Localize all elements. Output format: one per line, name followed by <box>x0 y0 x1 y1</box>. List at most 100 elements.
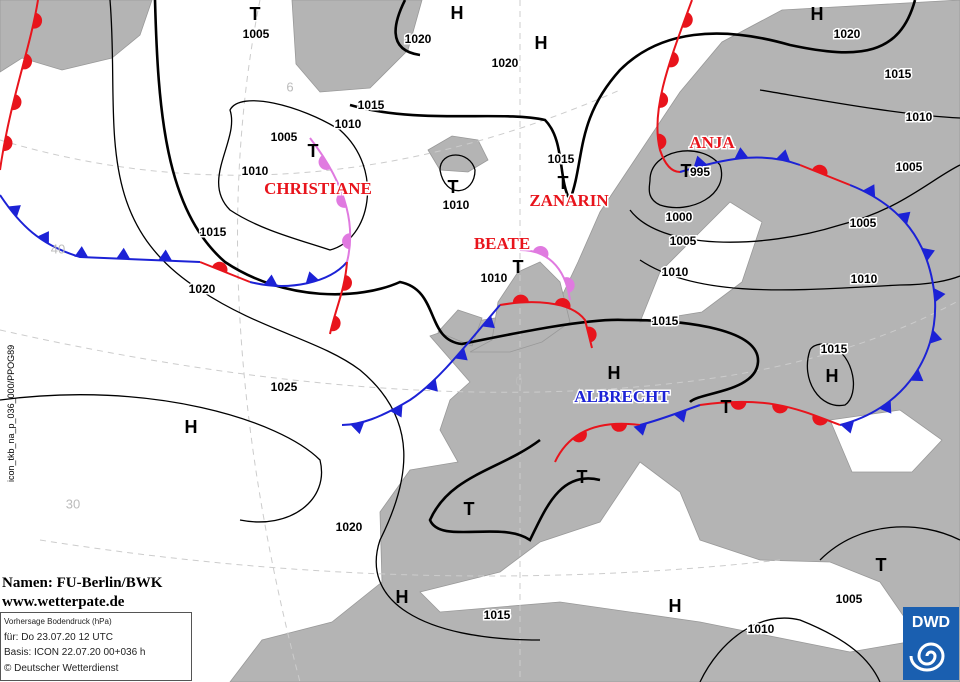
isobar-label: 1005 <box>271 130 298 144</box>
low-center: T <box>448 177 459 197</box>
cold-front-triangle <box>481 315 495 329</box>
cold-front-triangle <box>390 404 403 418</box>
isobar-label: 1005 <box>243 27 270 41</box>
great-britain <box>469 261 571 353</box>
info-valid: für: Do 23.07.20 12 UTC <box>4 632 113 643</box>
cold-front-triangle <box>158 249 173 261</box>
cold-front-triangle <box>263 274 278 287</box>
cold-front-triangle <box>776 149 791 162</box>
isobar-label: 1015 <box>548 152 575 166</box>
cold-front-triangle <box>116 247 131 260</box>
isobar-label: 1005 <box>836 592 863 606</box>
isobar-label: 1015 <box>821 342 848 356</box>
dwd-logo: DWD <box>903 607 959 680</box>
cold-front-triangle <box>454 347 468 361</box>
grid-line <box>0 299 960 393</box>
ireland <box>437 309 483 347</box>
front-names: CHRISTIANE ZANARIN BEATE ANJA ALBRECHT <box>263 131 737 407</box>
front-name: CHRISTIANE <box>264 179 372 198</box>
grid-label: 40 <box>51 241 65 256</box>
warm-front-semicircle <box>572 430 587 443</box>
grid-label: 30 <box>66 496 80 511</box>
warm-front-semicircle <box>658 92 669 108</box>
low-center: T <box>876 555 887 575</box>
grid-line <box>0 89 621 176</box>
low-center: T <box>250 4 261 24</box>
isobar <box>153 0 760 404</box>
cold-front-triangle <box>37 231 49 245</box>
cold-front-triangle <box>897 211 911 225</box>
cold-front-triangle <box>879 400 892 414</box>
info-frame <box>0 612 192 681</box>
warm-front-semicircle <box>512 294 529 304</box>
warm-front-semicircle <box>533 246 549 258</box>
high-center: H <box>451 3 464 23</box>
iceland <box>427 135 489 173</box>
warm-front-semicircle <box>554 298 571 309</box>
warm-front-semicircle <box>32 12 43 29</box>
warm-front-semicircle <box>812 164 828 176</box>
greenland <box>0 0 153 73</box>
arctic-island <box>291 0 423 93</box>
cold-front-triangle <box>633 423 648 436</box>
cold-front-triangle <box>693 155 707 169</box>
isobar-label: 1010 <box>748 622 775 636</box>
high-center: H <box>608 363 621 383</box>
cold-front-triangle <box>862 184 876 198</box>
front-name: ANJA <box>689 133 735 152</box>
low-center: T <box>308 141 319 161</box>
isobar <box>759 89 960 119</box>
grid-line <box>237 0 301 682</box>
isobar <box>0 394 323 523</box>
info-base: Basis: ICON 22.07.20 00+036 h <box>4 647 145 658</box>
front-symbols <box>2 12 946 443</box>
cold-front-triangle <box>7 205 21 218</box>
isobar <box>648 150 723 209</box>
isobar <box>629 164 960 243</box>
cold-front-triangle <box>933 288 946 303</box>
model-id: icon_tkb_na_p_036_000/PPOG89 <box>6 345 16 482</box>
cold-front-triangle <box>840 420 855 434</box>
cold-front-triangle <box>922 247 935 261</box>
isobar-label: 1005 <box>670 234 697 248</box>
high-center: H <box>826 366 839 386</box>
isobar <box>806 343 855 407</box>
front-name: ZANARIN <box>529 191 609 210</box>
cold-front-triangle <box>305 271 320 284</box>
isobar-label: 1000 <box>666 210 693 224</box>
isobar-label: 1020 <box>405 32 432 46</box>
front-name: BEATE <box>474 234 530 253</box>
grid-labels: 40 30 0 6 <box>51 79 523 511</box>
cold-front-triangle <box>673 409 687 423</box>
isobar-label: 1010 <box>481 271 508 285</box>
warm-front-semicircle <box>611 423 628 432</box>
isobar <box>349 0 917 203</box>
low-center: T <box>681 161 692 181</box>
isobar-label: 995 <box>690 165 710 179</box>
isobar-label: 1015 <box>885 67 912 81</box>
isobar <box>109 0 541 641</box>
cold-front <box>839 184 937 426</box>
cold-front <box>341 304 501 426</box>
warm-front-semicircle <box>681 12 693 28</box>
isobar-label: 1020 <box>336 520 363 534</box>
high-center: H <box>669 596 682 616</box>
isobar-label: 1010 <box>906 110 933 124</box>
high-center: H <box>535 33 548 53</box>
isobar-label: 1020 <box>189 282 216 296</box>
warm-front-semicircle <box>11 94 22 111</box>
warm-front-semicircle <box>730 401 747 410</box>
grid-label: 0 <box>515 373 522 388</box>
cold-front <box>639 404 701 426</box>
high-center: H <box>185 417 198 437</box>
baltic <box>639 201 763 323</box>
isobar-label: 1015 <box>358 98 385 112</box>
logo-spiral <box>909 642 945 672</box>
cold-front-triangle <box>425 378 438 392</box>
isobar-label: 1025 <box>271 380 298 394</box>
mediterranean <box>419 461 921 653</box>
isobar <box>428 438 601 542</box>
